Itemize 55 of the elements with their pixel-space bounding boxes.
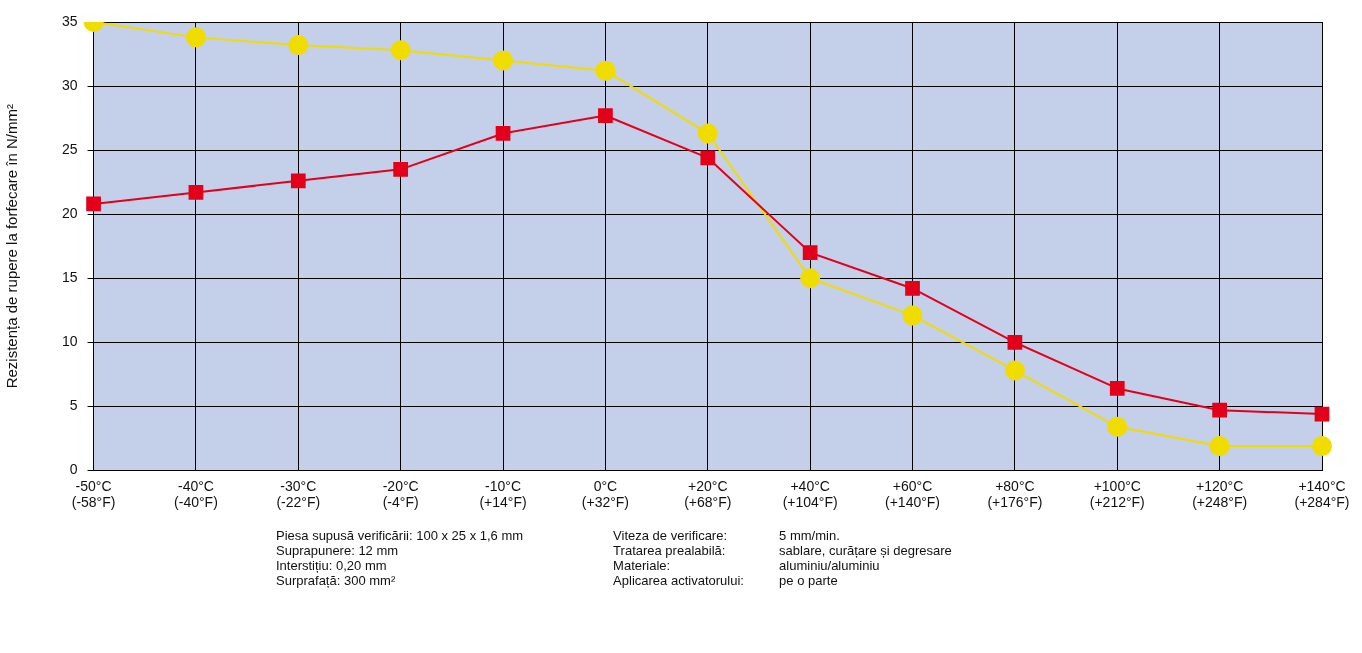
x-tick-label: +140°C (+284°F)	[1294, 477, 1350, 511]
y-tick-label: 25	[61, 140, 78, 157]
point	[800, 268, 821, 289]
point	[393, 161, 409, 177]
text: Interstițiu: 0,20 mm	[276, 558, 388, 573]
y-tick-label: 0	[69, 461, 78, 478]
point	[598, 108, 613, 123]
x-tick-label: +60°C (+140°F)	[885, 477, 941, 511]
text: Tratarea prealabilă: sablare, curățare și degresare	[613, 543, 952, 558]
point	[700, 150, 716, 166]
point	[697, 123, 718, 144]
point	[1209, 436, 1230, 457]
x-tick-label: +40°C (+104°F)	[782, 477, 838, 511]
point	[1007, 334, 1023, 350]
point	[1212, 402, 1227, 418]
y-tick-label: 15	[61, 269, 78, 286]
y-tick-label: 30	[61, 76, 78, 93]
text: Materiale: aluminiu/aluminiu	[613, 558, 880, 573]
text: Aplicarea activatorului: pe o parte	[613, 573, 838, 588]
point	[1314, 406, 1330, 422]
point	[188, 185, 204, 200]
text: Surprafață: 300 mm²	[276, 573, 397, 588]
point	[185, 27, 206, 48]
point	[290, 173, 306, 189]
point	[288, 35, 309, 56]
x-tick-label: -50°C (-58°F)	[71, 477, 116, 511]
point	[902, 305, 923, 326]
x-tick-label: +80°C (+176°F)	[987, 477, 1043, 511]
x-tick-label: -30°C (-22°F)	[276, 477, 321, 511]
text: Viteza de verificare: 5 mm/min.	[613, 528, 840, 543]
point	[1312, 436, 1332, 457]
point	[1107, 416, 1128, 437]
x-tick-label: +120°C (+248°F)	[1192, 477, 1248, 511]
point	[595, 60, 616, 81]
point	[86, 196, 101, 212]
x-tick-label: +100°C (+212°F)	[1089, 477, 1145, 511]
point	[1109, 381, 1125, 396]
y-tick-label: 5	[69, 397, 78, 414]
y-tick-label: 10	[61, 333, 78, 350]
x-tick-label: +20°C (+68°F)	[684, 477, 732, 511]
x-tick-label: -40°C (-40°F)	[174, 477, 218, 511]
point	[493, 50, 514, 71]
text: Suprapunere: 12 mm	[276, 543, 400, 558]
x-tick-label: -10°C (+14°F)	[479, 477, 527, 511]
x-tick-label: -20°C (-4°F)	[382, 477, 419, 511]
y-axis-title: Rezistența de rupere la forfecare în N/mm²	[3, 104, 21, 389]
point	[905, 281, 920, 296]
point	[802, 245, 818, 260]
y-tick-label: 20	[61, 205, 78, 222]
text: Piesa supusă verificării: 100 x 25 x 1,6 mm	[276, 528, 524, 543]
y-tick-label: 35	[61, 12, 78, 29]
x-tick-label: 0°C (+32°F)	[581, 477, 630, 511]
point	[1004, 360, 1025, 381]
point	[390, 40, 411, 61]
point	[495, 126, 511, 141]
